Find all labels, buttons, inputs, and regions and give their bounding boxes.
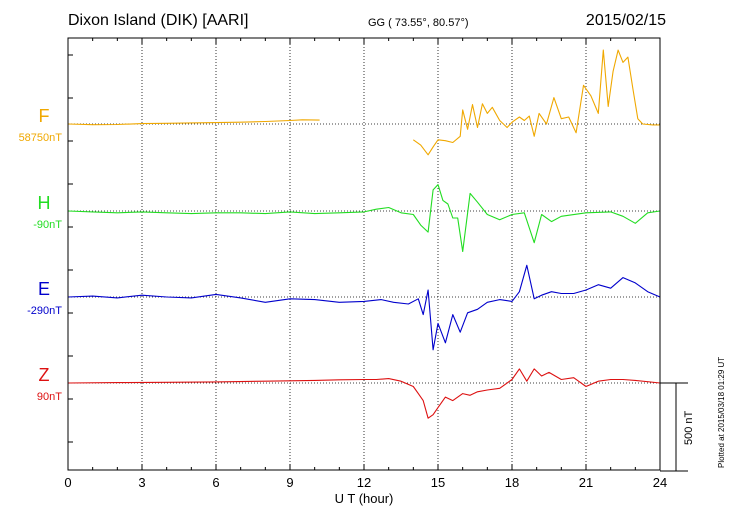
- scale-bar-label: 500 nT: [683, 410, 695, 445]
- baseline-value-Z: 90nT: [37, 391, 62, 403]
- component-labels: F 58750nT H -90nT E -290nT Z 90nT: [19, 106, 63, 403]
- x-tick-label-9: 9: [286, 475, 293, 490]
- x-tick-label-3: 3: [138, 475, 145, 490]
- plotted-at-note: Plotted at 2015/03/18 01:29 UT: [717, 357, 726, 468]
- chart-date: 2015/02/15: [585, 12, 666, 29]
- baseline-value-H: -90nT: [33, 219, 62, 231]
- x-axis-label: U T (hour): [335, 491, 394, 506]
- baseline-value-F: 58750nT: [19, 132, 63, 144]
- x-tick-label-15: 15: [431, 475, 445, 490]
- series-E-line-0: [67, 264, 661, 351]
- component-label-F: F: [39, 106, 50, 126]
- series-H-line-0: [67, 184, 661, 253]
- component-label-H: H: [38, 193, 51, 213]
- x-tick-label-24: 24: [653, 475, 667, 490]
- series-Z-line-0: [67, 368, 661, 419]
- station-title: Dixon Island (DIK) [AARI]: [68, 12, 249, 29]
- baseline-value-E: -290nT: [27, 305, 62, 317]
- x-tick-label-21: 21: [579, 475, 593, 490]
- x-tick-label-12: 12: [357, 475, 371, 490]
- series-F-line-0: [67, 119, 320, 126]
- grid-lines: [68, 38, 660, 470]
- station-coordinates: GG ( 73.55°, 80.57°): [368, 17, 469, 29]
- scale-bar: 500 nT: [660, 382, 695, 472]
- component-label-E: E: [38, 279, 50, 299]
- component-label-Z: Z: [39, 365, 50, 385]
- series-layer: [67, 49, 661, 419]
- x-tick-label-0: 0: [64, 475, 71, 490]
- x-axis-ticks: 0 3 6 9 12 15 18 21 24: [64, 38, 667, 490]
- x-tick-label-18: 18: [505, 475, 519, 490]
- series-F-line-1: [412, 49, 660, 156]
- x-tick-label-6: 6: [212, 475, 219, 490]
